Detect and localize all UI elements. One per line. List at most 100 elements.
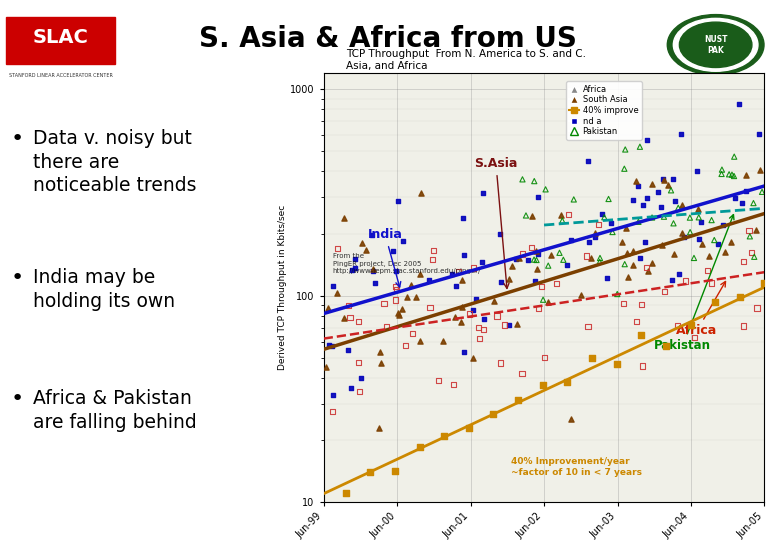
Text: TCP Throughput  From N. America to S. and C.
Asia, and Africa: TCP Throughput From N. America to S. and…: [346, 49, 586, 71]
Point: [621, 248, 633, 257]
Text: India: India: [368, 228, 402, 287]
Point: [646, 259, 658, 268]
Point: [463, 310, 476, 319]
Point: [594, 254, 606, 262]
Point: [526, 211, 538, 220]
Point: [509, 255, 522, 264]
Point: [512, 396, 524, 405]
Point: [405, 281, 417, 289]
Point: [495, 359, 507, 367]
Point: [709, 298, 722, 306]
Point: [530, 255, 543, 264]
Point: [675, 228, 688, 237]
Point: [458, 347, 470, 356]
Point: [729, 194, 741, 202]
Point: [390, 267, 402, 275]
Point: [582, 157, 594, 165]
Point: [353, 317, 365, 326]
Text: NUST
PAK: NUST PAK: [704, 35, 728, 55]
Text: Africa & Pakistan
are falling behind: Africa & Pakistan are falling behind: [34, 389, 197, 432]
Text: •: •: [11, 130, 24, 150]
Point: [745, 248, 757, 257]
Point: [711, 240, 724, 248]
Point: [594, 258, 606, 266]
Point: [388, 467, 401, 476]
Point: [668, 249, 680, 258]
Point: [322, 304, 335, 313]
Point: [658, 287, 671, 296]
Point: [438, 431, 451, 440]
Point: [320, 363, 332, 372]
Point: [395, 305, 408, 313]
Text: PAKISTAN: PAKISTAN: [697, 77, 735, 83]
Point: [636, 362, 648, 370]
Point: [617, 299, 629, 308]
Point: [327, 391, 339, 400]
Point: [601, 274, 613, 282]
Point: [463, 424, 475, 433]
Point: [748, 253, 760, 261]
Point: [473, 323, 485, 332]
Point: [452, 267, 465, 276]
Point: [502, 321, 515, 329]
Point: [658, 212, 670, 221]
Text: Africa: Africa: [676, 281, 725, 338]
Text: Pakistan: Pakistan: [654, 214, 734, 352]
Point: [437, 337, 449, 346]
Point: [580, 252, 593, 260]
Point: [635, 330, 647, 339]
Point: [406, 329, 419, 338]
Point: [739, 171, 752, 179]
Point: [732, 100, 745, 109]
Point: [725, 170, 738, 179]
Point: [561, 377, 573, 386]
Point: [374, 347, 387, 356]
Text: 40% Improvement/year
~factor of 10 in < 7 years: 40% Improvement/year ~factor of 10 in < …: [511, 457, 642, 477]
Point: [668, 197, 681, 205]
Point: [510, 320, 523, 328]
Point: [705, 216, 718, 225]
Point: [556, 216, 569, 225]
Point: [424, 303, 436, 312]
Point: [427, 255, 439, 264]
Point: [364, 468, 377, 477]
Point: [393, 310, 406, 319]
Point: [738, 322, 750, 330]
Point: [516, 249, 529, 258]
Point: [736, 199, 748, 207]
Point: [353, 387, 366, 396]
Point: [691, 167, 704, 176]
Point: [665, 186, 677, 194]
Point: [719, 247, 732, 256]
Point: [632, 182, 644, 191]
Point: [488, 410, 500, 418]
Point: [619, 145, 632, 154]
Point: [716, 165, 729, 174]
Point: [332, 244, 344, 253]
Point: [531, 265, 544, 273]
Point: [468, 264, 480, 272]
Point: [538, 353, 551, 362]
Point: [466, 354, 479, 362]
Point: [392, 197, 404, 205]
Point: [622, 273, 634, 281]
Point: [323, 340, 335, 349]
Point: [473, 334, 486, 343]
Point: [693, 235, 705, 244]
Point: [410, 293, 422, 301]
Circle shape: [667, 15, 764, 75]
Point: [619, 224, 632, 233]
Point: [684, 320, 697, 329]
Point: [752, 130, 764, 139]
Point: [491, 312, 503, 320]
Point: [401, 292, 413, 301]
Point: [692, 205, 704, 214]
Point: [568, 195, 580, 204]
Point: [346, 383, 358, 392]
Point: [427, 246, 439, 255]
Point: [561, 260, 573, 269]
Point: [432, 376, 445, 385]
Point: [545, 37, 558, 46]
Point: [665, 276, 678, 285]
Point: [592, 220, 604, 229]
